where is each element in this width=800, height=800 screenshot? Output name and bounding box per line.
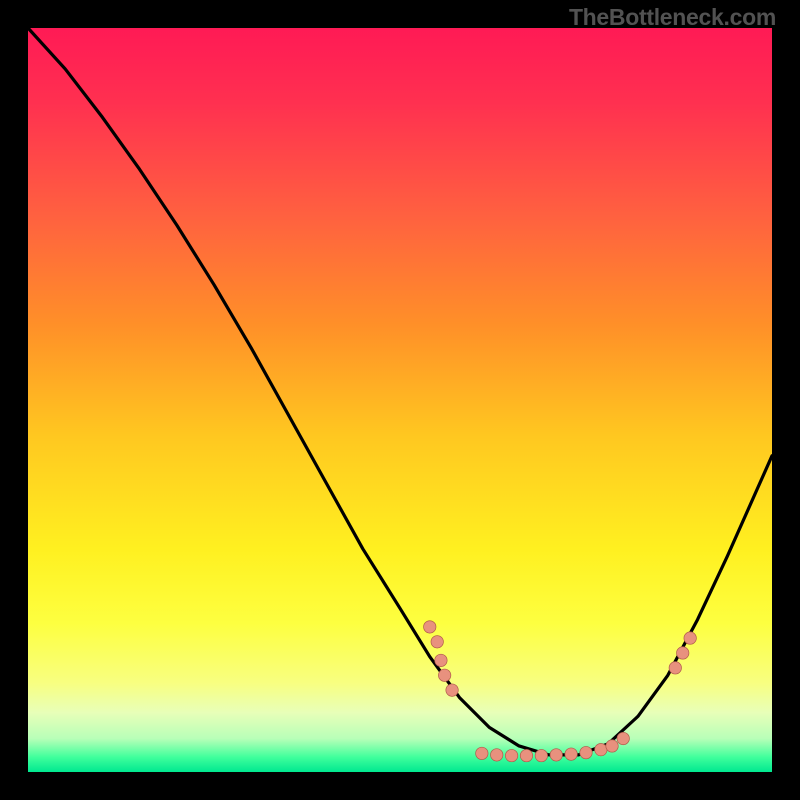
marker-dot (520, 749, 532, 761)
marker-dot (438, 669, 450, 681)
watermark-text: TheBottleneck.com (569, 4, 776, 31)
marker-dot (491, 749, 503, 761)
marker-dot (669, 662, 681, 674)
chart-svg (28, 28, 772, 772)
marker-dot (435, 654, 447, 666)
chart-frame: TheBottleneck.com (0, 0, 800, 800)
marker-dot (431, 636, 443, 648)
marker-dot (677, 647, 689, 659)
marker-dot (476, 747, 488, 759)
marker-dot (505, 749, 517, 761)
marker-dot (535, 749, 547, 761)
plot-background (28, 28, 772, 772)
marker-dot (565, 748, 577, 760)
marker-dot (617, 732, 629, 744)
marker-dot (446, 684, 458, 696)
marker-dot (550, 749, 562, 761)
marker-dot (606, 740, 618, 752)
marker-dot (580, 746, 592, 758)
marker-dot (595, 743, 607, 755)
marker-dot (684, 632, 696, 644)
plot-area (28, 28, 772, 772)
marker-dot (424, 621, 436, 633)
